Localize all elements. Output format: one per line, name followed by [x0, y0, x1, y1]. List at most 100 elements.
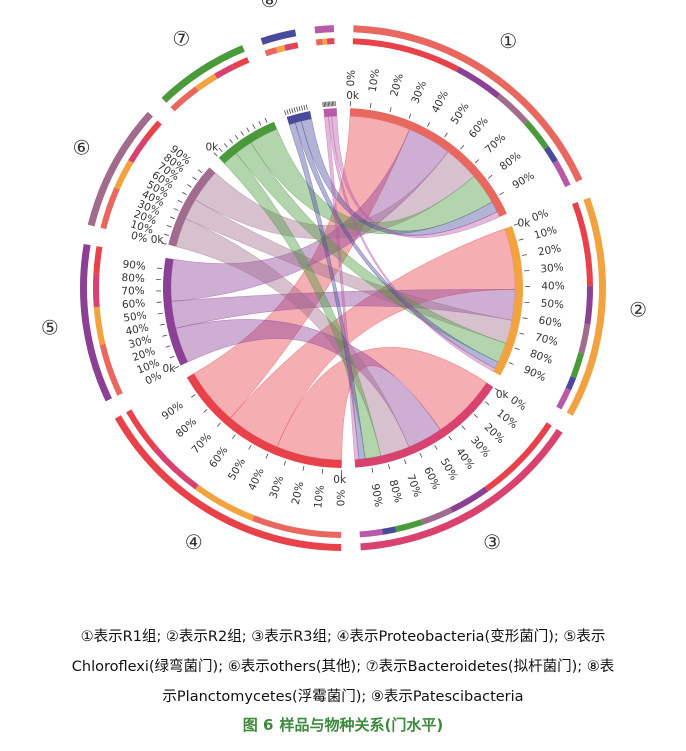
group-7: 0k ⑦ — [161, 27, 278, 164]
tick-label-3-7: 70% — [404, 473, 423, 499]
stack-segment-5-1 — [93, 306, 106, 346]
tick-4-3 — [283, 460, 287, 466]
tick-7-8 — [258, 120, 262, 126]
group-1: 0% 10% 20% 30% 40%50%60%70%80%90% 0k ① — [345, 25, 583, 217]
outer-ring-4 — [114, 415, 342, 551]
tick-4-8 — [203, 408, 208, 413]
figure-title: 样品与物种关系(门水平) — [279, 716, 444, 734]
stack-segment-3-3 — [395, 519, 423, 533]
tick-label-2-2: 20% — [537, 243, 562, 259]
group-arc-8 — [286, 111, 312, 125]
tick-label-2-8: 80% — [528, 348, 554, 367]
group-number-3: ③ — [483, 530, 501, 554]
tick-label-4-3: 30% — [268, 474, 287, 500]
stack-segment-8-0 — [264, 47, 278, 57]
stack-segment-9-3 — [330, 38, 335, 45]
group-4: 0% 10% 20%30%40%50%60%70%80%90% 0k ④ — [114, 373, 348, 554]
tick-7-7 — [252, 124, 256, 129]
tick-7-2 — [223, 143, 228, 148]
tick-label-5-7: 70% — [121, 285, 145, 297]
stack-segment-8-1 — [275, 45, 286, 53]
tick-label-3-3: 30% — [468, 434, 492, 460]
tick-label-1-4: 40% — [430, 89, 451, 115]
stack-segment-1-2 — [496, 93, 529, 125]
tick-1-2 — [389, 107, 392, 113]
tick-label-1-3: 30% — [409, 79, 429, 105]
tick-label-4-7: 70% — [190, 431, 215, 456]
stack-segment-9-1 — [322, 38, 328, 45]
tick-label-5-9: 90% — [122, 258, 147, 272]
tick-label-1-9: 90% — [510, 169, 536, 191]
tick-6-5 — [177, 199, 183, 203]
group-3: 0%10%20%30%40%50%60%70%80%90%0k③ — [354, 382, 563, 554]
group-number-6: ⑥ — [73, 136, 91, 160]
tick-8-0 — [284, 110, 287, 116]
tick-label-5-6: 60% — [122, 297, 146, 311]
stack-segment-4-2 — [153, 446, 199, 490]
tick-4-1 — [321, 468, 324, 474]
group-number-4: ④ — [185, 530, 203, 554]
chord-ribbon-17 — [324, 116, 360, 460]
tick-8-6 — [298, 106, 301, 112]
stack-segment-6-2 — [128, 137, 149, 164]
outer-ring-2 — [566, 197, 606, 416]
tick-4-5 — [248, 444, 252, 450]
tick-label-5-4: 40% — [125, 322, 150, 338]
tick-label-1-8: 80% — [498, 150, 524, 174]
tick-label-3-0: 0% — [508, 394, 529, 413]
group-arc-3 — [354, 382, 494, 468]
tick-8-1 — [286, 109, 289, 115]
tick-label-2-3: 30% — [540, 261, 564, 275]
outer-ring-9 — [314, 25, 335, 34]
tick-7-0 — [213, 152, 218, 157]
tick-3-1 — [484, 401, 490, 406]
ribbon-layer — [170, 115, 516, 461]
group-arc-7 — [218, 121, 278, 164]
stack-segment-3-1 — [450, 486, 489, 513]
start-label-6: 0k — [151, 234, 165, 246]
legend-line-3: 示Planctomycetes(浮霉菌门); ⑨表示Patescibacteri… — [162, 689, 524, 705]
chord-ribbon-16 — [288, 122, 366, 460]
tick-label-3-8: 80% — [387, 479, 404, 505]
tick-2-6 — [522, 317, 528, 319]
tick-label-3-1: 10% — [494, 407, 520, 431]
tick-label-4-4: 40% — [246, 466, 267, 492]
stack-segment-8-2 — [284, 43, 293, 51]
group-number-7: ⑦ — [172, 27, 190, 51]
tick-6-2 — [166, 225, 172, 228]
tick-6-4 — [173, 208, 179, 211]
stack-segment-9-0 — [315, 38, 323, 46]
outer-ring-5 — [80, 243, 112, 402]
arc-layer: 0% 10% 20% 30% 40%50%60%70%80%90%0k①0%10%20%… — [41, 0, 647, 554]
stack-segment-3-5 — [359, 528, 383, 538]
stack-segment-4-3 — [126, 409, 158, 451]
figure-label: 图 6 — [242, 716, 274, 734]
tick-3-0 — [494, 387, 500, 392]
tick-7-5 — [240, 131, 244, 136]
tick-2-1 — [518, 238, 524, 241]
start-label-2: 0k — [518, 218, 532, 230]
tick-3-6 — [419, 452, 423, 458]
tick-label-2-9: 90% — [521, 364, 547, 385]
tick-8-3 — [291, 108, 294, 114]
tick-5-2 — [165, 345, 171, 348]
stack-segment-2-0 — [572, 201, 593, 287]
stack-segment-7-3 — [232, 57, 250, 70]
tick-label-2-7: 70% — [534, 331, 560, 348]
tick-label-4-6: 60% — [207, 444, 230, 470]
tick-6-3 — [169, 216, 175, 220]
tick-8-4 — [293, 107, 296, 113]
chord-ribbon-13 — [175, 319, 441, 448]
tick-9-0 — [322, 102, 324, 108]
tick-2-7 — [519, 332, 525, 335]
stack-segment-6-0 — [100, 187, 120, 230]
tick-label-4-8: 80% — [174, 416, 199, 441]
tick-1-1 — [369, 103, 372, 109]
tick-5-1 — [169, 355, 175, 359]
tick-8-5 — [296, 106, 299, 112]
tick-label-1-0: 0% — [345, 70, 358, 87]
tick-label-1-7: 70% — [483, 131, 508, 156]
stack-segment-6-3 — [143, 120, 162, 142]
tick-5-3 — [162, 334, 168, 337]
stack-segment-2-1 — [584, 286, 593, 325]
